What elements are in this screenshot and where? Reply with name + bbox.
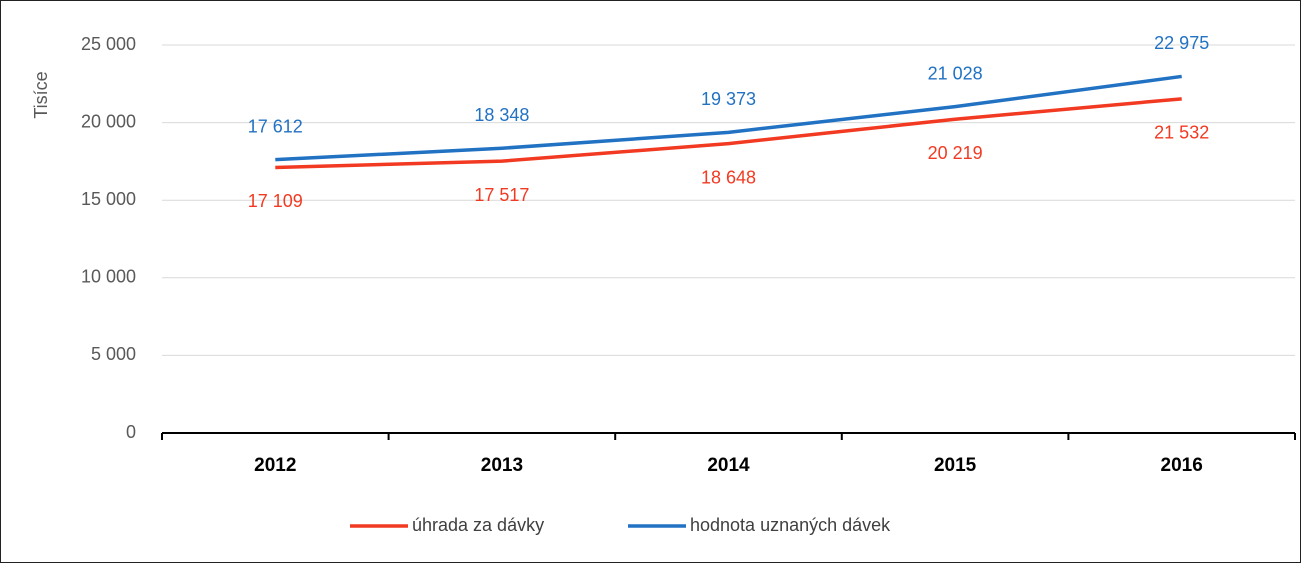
y-tick-label: 0 — [126, 422, 136, 442]
x-tick-label: 2016 — [1161, 455, 1203, 476]
y-tick-label: 15 000 — [81, 189, 136, 209]
data-label: 18 348 — [474, 105, 529, 125]
data-label: 20 219 — [928, 143, 983, 163]
y-tick-label: 5 000 — [91, 344, 136, 364]
data-label: 21 532 — [1154, 123, 1209, 143]
legend-label: úhrada za dávky — [412, 515, 544, 535]
series-line — [275, 97, 1182, 170]
x-tick-label: 2013 — [481, 455, 523, 476]
y-axis-title: Tisíce — [31, 71, 51, 118]
data-label: 17 109 — [248, 191, 303, 211]
data-label: 22 975 — [1154, 33, 1209, 53]
series-line — [275, 74, 1182, 162]
legend-label: hodnota uznaných dávek — [690, 515, 891, 535]
y-tick-label: 25 000 — [81, 34, 136, 54]
y-tick-label: 10 000 — [81, 267, 136, 287]
x-tick-label: 2012 — [254, 455, 296, 476]
data-label: 17 612 — [248, 116, 303, 136]
data-label: 17 517 — [474, 185, 529, 205]
data-label: 21 028 — [928, 63, 983, 83]
y-tick-label: 20 000 — [81, 111, 136, 131]
data-label: 18 648 — [701, 167, 756, 187]
x-tick-label: 2014 — [707, 455, 750, 476]
x-tick-label: 2015 — [934, 455, 977, 476]
data-label: 19 373 — [701, 89, 756, 109]
